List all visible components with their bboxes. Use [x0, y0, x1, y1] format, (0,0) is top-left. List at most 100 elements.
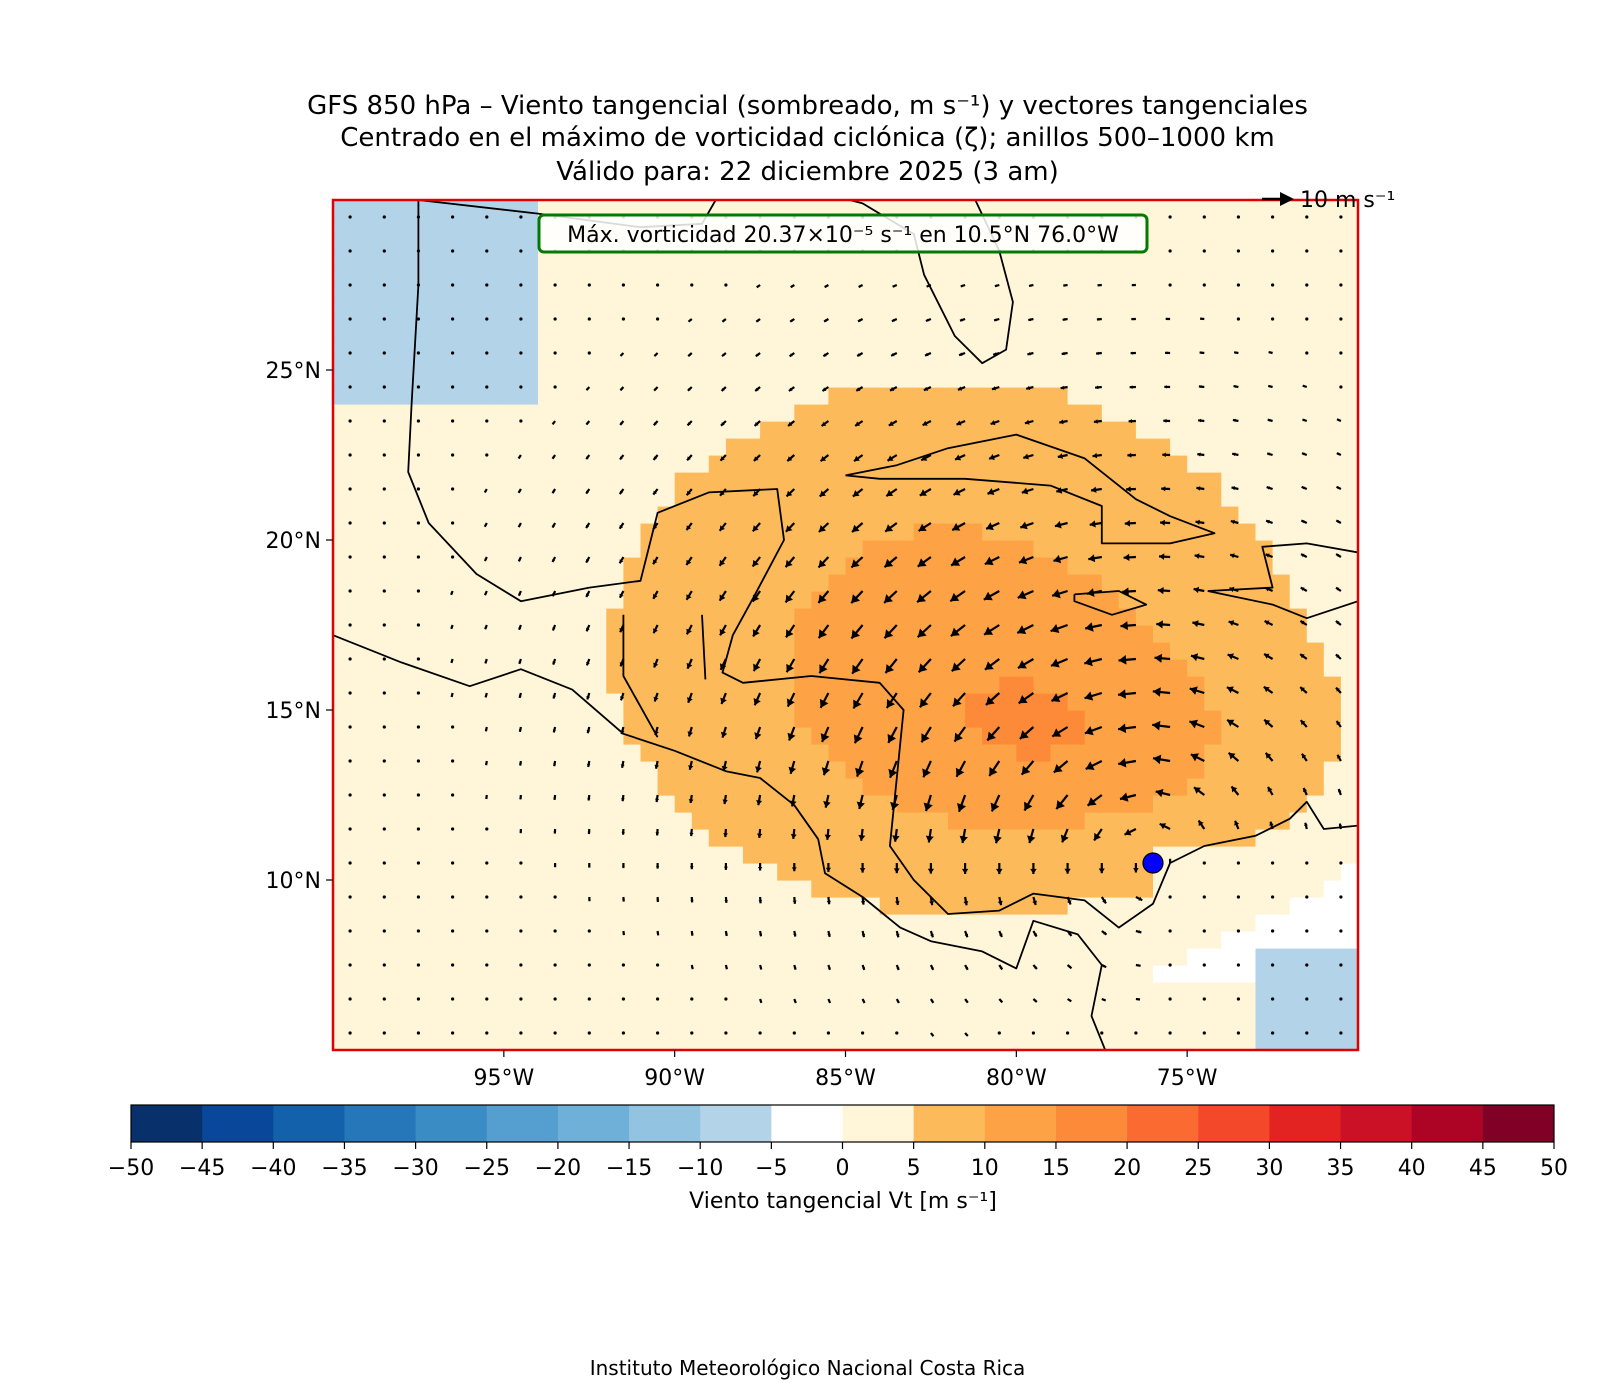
shade-cell	[1238, 336, 1257, 354]
wind-vector	[1305, 249, 1309, 253]
shade-cell	[1340, 574, 1358, 592]
shade-cell	[1033, 608, 1052, 626]
shade-cell	[1050, 1033, 1069, 1050]
shade-cell	[503, 217, 522, 235]
shade-cell	[1187, 234, 1205, 252]
shade-cell	[418, 642, 437, 660]
shade-cell	[1084, 404, 1103, 422]
wind-vector	[984, 658, 1000, 671]
shade-cell	[708, 574, 727, 592]
shade-cell	[452, 353, 471, 371]
shade-cell	[1187, 319, 1205, 337]
shade-cell	[657, 999, 676, 1017]
shade-cell	[1272, 370, 1291, 388]
shade-cell	[1255, 931, 1274, 949]
shade-cell	[760, 370, 778, 388]
shade-cell	[725, 829, 744, 847]
shade-cell	[896, 744, 915, 762]
shade-cell	[1033, 251, 1052, 269]
shade-cell	[1118, 438, 1137, 456]
shade-cell	[725, 948, 744, 966]
wind-vector	[621, 963, 626, 967]
shade-cell	[948, 404, 966, 422]
shade-cell	[1170, 489, 1188, 507]
shade-cell	[1289, 472, 1308, 490]
shade-cell	[1101, 608, 1120, 626]
shade-cell	[1187, 370, 1205, 388]
shade-cell	[1187, 659, 1205, 677]
shade-cell	[640, 268, 659, 286]
wind-vector	[854, 420, 864, 427]
wind-vector	[1019, 521, 1034, 530]
wind-vector	[961, 863, 969, 874]
wind-vector	[1066, 896, 1072, 905]
shade-cell	[743, 744, 761, 762]
shade-cell	[1289, 557, 1308, 575]
wind-vector	[1067, 998, 1072, 1003]
shade-cell	[1272, 778, 1291, 796]
shade-cell	[1033, 710, 1052, 728]
shade-cell	[1084, 1016, 1103, 1034]
shade-cell	[896, 1016, 915, 1034]
shade-cell	[1221, 965, 1239, 983]
shade-cell	[1033, 931, 1052, 949]
shade-cell	[657, 727, 676, 745]
shade-cell	[1289, 302, 1308, 320]
shade-cell	[350, 251, 368, 269]
shade-cell	[725, 591, 744, 609]
shade-cell	[1272, 302, 1291, 320]
shade-cell	[1255, 1033, 1274, 1050]
shade-cell	[930, 268, 949, 286]
shade-cell	[1033, 744, 1052, 762]
shade-cell	[930, 914, 949, 932]
shade-cell	[1033, 336, 1052, 354]
shade-cell	[555, 829, 573, 847]
shade-cell	[640, 319, 659, 337]
wind-vector	[1232, 418, 1239, 423]
wind-vector	[687, 692, 693, 704]
wind-vector	[1057, 453, 1068, 459]
shade-cell	[811, 608, 829, 626]
wind-vector	[858, 284, 864, 288]
shade-cell	[1272, 1016, 1291, 1034]
shade-cell	[1153, 217, 1171, 235]
shade-cell	[435, 795, 454, 813]
shade-cell	[794, 761, 812, 779]
shade-cell	[674, 778, 693, 796]
shade-cell	[503, 251, 522, 269]
shade-cell	[623, 863, 642, 881]
shade-cell	[674, 761, 693, 779]
shade-cell	[1306, 319, 1325, 337]
shade-cell	[1016, 251, 1034, 269]
shade-cell	[623, 472, 642, 490]
shade-cell	[538, 574, 556, 592]
shade-cell	[1204, 778, 1222, 796]
shade-cell	[1340, 744, 1358, 762]
wind-vector	[1096, 317, 1102, 321]
shade-cell	[367, 319, 385, 337]
shade-cell	[760, 421, 778, 439]
shade-cell	[1101, 319, 1120, 337]
shade-cell	[486, 370, 505, 388]
shade-cell	[1306, 948, 1325, 966]
shade-cell	[589, 625, 607, 643]
wind-vector	[759, 998, 763, 1004]
shade-cell	[418, 676, 437, 694]
wind-vector	[348, 385, 352, 389]
wind-vector	[382, 929, 386, 933]
shade-cell	[1016, 421, 1034, 439]
shade-cell	[1101, 982, 1120, 1000]
shade-cell	[503, 200, 522, 218]
shade-cell	[1067, 336, 1086, 354]
shade-cell	[828, 421, 847, 439]
shade-cell	[1289, 506, 1308, 524]
wind-vector	[860, 896, 866, 905]
shade-cell	[862, 999, 881, 1017]
shade-cell	[367, 540, 385, 558]
shade-cell	[930, 353, 949, 371]
shade-cell	[1067, 761, 1086, 779]
shade-cell	[401, 200, 419, 218]
shade-cell	[1340, 200, 1358, 218]
wind-vector	[618, 488, 625, 495]
shade-cell	[589, 455, 607, 473]
